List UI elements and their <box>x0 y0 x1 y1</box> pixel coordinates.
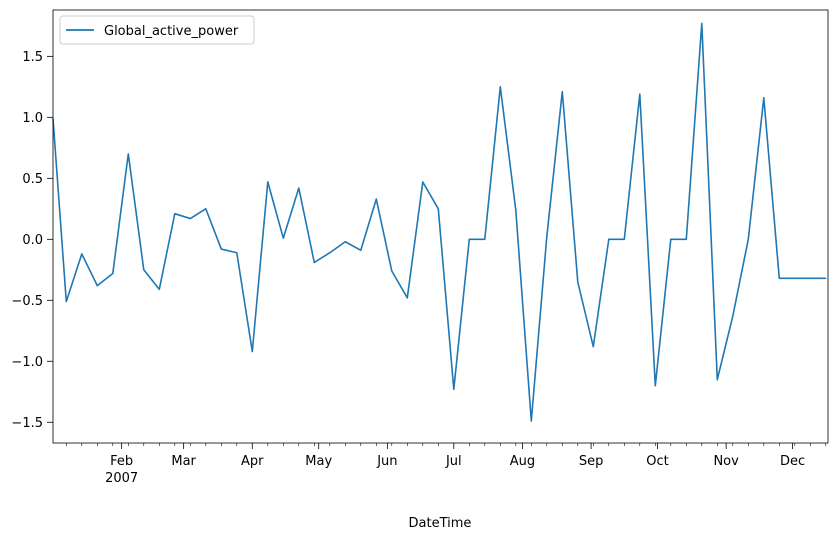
data-point <box>174 213 176 215</box>
data-point <box>763 97 765 99</box>
x-tick-label: Feb <box>110 454 133 469</box>
y-tick-label: −1.0 <box>11 355 43 370</box>
data-point <box>608 238 610 240</box>
x-tick-label: Apr <box>241 454 264 469</box>
data-point <box>251 350 253 353</box>
data-point <box>670 238 672 240</box>
plot-frame <box>52 9 829 444</box>
data-point <box>158 288 160 290</box>
x-tick-label: Mar <box>171 454 196 469</box>
x-tick-label: Jul <box>445 454 462 469</box>
data-point <box>96 285 98 287</box>
data-point <box>313 261 315 264</box>
legend: Global_active_power <box>59 15 255 45</box>
y-tick-label: 1.0 <box>22 111 43 126</box>
x-tick-label: Nov <box>713 454 739 469</box>
data-point <box>484 238 486 240</box>
data-point <box>143 269 145 271</box>
data-point <box>530 420 532 422</box>
data-point <box>515 209 517 211</box>
data-point <box>701 22 703 25</box>
data-point <box>546 236 548 238</box>
data-point <box>329 252 331 254</box>
data-point <box>65 300 67 303</box>
data-point <box>809 277 811 279</box>
data-point <box>716 378 718 381</box>
x-tick-label: Oct <box>646 454 668 469</box>
data-point <box>127 153 129 155</box>
data-point <box>220 248 222 250</box>
data-point <box>623 238 625 240</box>
data-point <box>344 241 346 243</box>
legend-label: Global_active_power <box>104 24 239 39</box>
data-point <box>747 238 749 240</box>
x-tick-label: May <box>305 454 332 469</box>
x-axis-year-label: 2007 <box>105 471 138 486</box>
data-point <box>391 270 393 272</box>
series-layer <box>52 22 827 422</box>
data-point <box>205 208 207 210</box>
data-point <box>453 388 455 390</box>
data-point <box>406 297 408 299</box>
data-point <box>298 187 300 189</box>
data-point <box>236 252 238 254</box>
data-point <box>577 281 579 283</box>
data-point <box>499 86 501 88</box>
y-tick-label: −0.5 <box>11 294 43 309</box>
x-axis-title: DateTime <box>409 516 472 531</box>
x-tick-label: Sep <box>579 454 604 469</box>
data-point <box>654 385 656 387</box>
data-point <box>825 277 827 279</box>
data-point <box>639 93 641 95</box>
y-tick-label: 0.0 <box>22 233 43 248</box>
y-tick-label: 0.5 <box>22 172 43 187</box>
data-point <box>592 346 594 348</box>
data-point <box>422 181 424 183</box>
legend-box <box>59 15 255 45</box>
x-tick-label: Dec <box>780 454 805 469</box>
data-point <box>81 253 83 255</box>
data-point <box>282 237 284 239</box>
data-point <box>561 91 563 93</box>
data-point <box>794 277 796 279</box>
x-tick-label: Jun <box>376 454 397 469</box>
data-point <box>360 249 362 251</box>
data-point <box>375 198 377 200</box>
x-axis: Feb Mar Apr May Jun Jul Aug Sep Oct Nov Dec <box>65 443 827 469</box>
data-point <box>112 272 114 275</box>
y-tick-label: −1.5 <box>11 416 43 431</box>
data-point <box>778 277 780 279</box>
data-point <box>437 208 439 210</box>
x-tick-label: Aug <box>510 454 535 469</box>
data-point <box>732 315 734 317</box>
data-point <box>685 238 687 240</box>
data-point <box>189 217 191 220</box>
data-point <box>267 181 269 183</box>
data-point <box>468 238 470 240</box>
y-tick-label: 1.5 <box>22 50 43 65</box>
y-axis: −1.5 −1.0 −0.5 0.0 0.5 1.0 1.5 <box>11 50 53 431</box>
